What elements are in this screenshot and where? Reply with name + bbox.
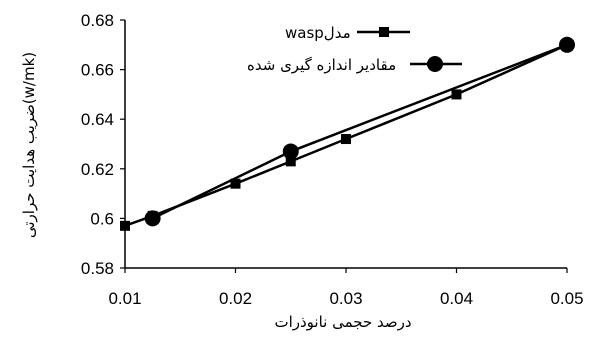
data-point-circle bbox=[559, 36, 575, 53]
x-tick-labels: 0.01 0.02 0.03 0.04 0.05 bbox=[108, 289, 583, 308]
legend-circle-marker bbox=[427, 56, 443, 72]
legend-entry-model: waspمدل bbox=[285, 24, 410, 42]
legend-square-marker bbox=[379, 27, 389, 37]
data-point-square bbox=[230, 178, 241, 189]
x-tick-label: 0.04 bbox=[440, 289, 473, 308]
legend: waspمدل مقادیر اندازه گیری شده bbox=[247, 24, 462, 74]
x-tick-marks bbox=[124, 268, 568, 273]
data-point-circle bbox=[282, 143, 299, 160]
y-tick-label: 0.58 bbox=[81, 259, 114, 278]
x-tick-label: 0.03 bbox=[329, 289, 362, 308]
y-tick-labels: 0.58 0.6 0.62 0.64 0.66 0.68 bbox=[81, 11, 114, 278]
x-tick-label: 0.01 bbox=[108, 289, 141, 308]
data-point-square bbox=[341, 134, 351, 145]
y-tick-marks bbox=[120, 19, 125, 269]
data-point-square bbox=[451, 89, 462, 100]
x-tick-label: 0.02 bbox=[219, 289, 252, 308]
y-tick-label: 0.64 bbox=[81, 110, 114, 129]
legend-entry-measured: مقادیر اندازه گیری شده bbox=[247, 56, 462, 74]
series-layer bbox=[120, 36, 575, 231]
data-point-square bbox=[285, 156, 296, 167]
y-axis-label: ضریب هدایت حرارتی(w/mk) bbox=[20, 52, 38, 238]
legend-label-measured: مقادیر اندازه گیری شده bbox=[247, 56, 396, 74]
y-tick-label: 0.62 bbox=[81, 160, 114, 179]
data-point-square bbox=[120, 220, 130, 231]
y-tick-label: 0.6 bbox=[90, 209, 114, 228]
y-tick-label: 0.66 bbox=[81, 61, 114, 80]
legend-label-model: waspمدل bbox=[285, 24, 351, 42]
x-axis-label: درصد حجمی نانوذرات bbox=[274, 313, 411, 331]
y-tick-label: 0.68 bbox=[81, 11, 114, 30]
data-point-circle bbox=[144, 210, 161, 227]
x-tick-label: 0.05 bbox=[550, 289, 583, 308]
